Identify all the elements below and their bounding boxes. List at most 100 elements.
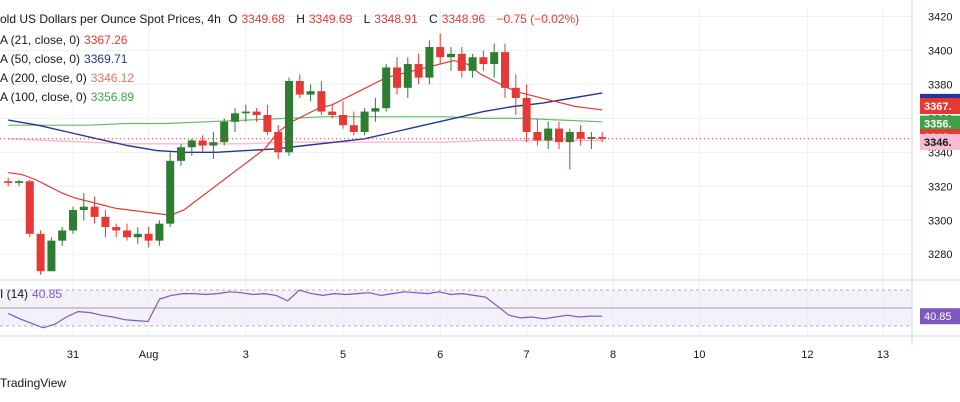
legend-ma100[interactable]: A (100, close, 0) 3356.89 <box>0 90 135 104</box>
candle <box>274 125 283 160</box>
high-value: H 3349.69 <box>296 12 353 26</box>
candle <box>4 177 13 187</box>
candle <box>166 152 175 228</box>
candle-body <box>231 113 239 122</box>
candle <box>393 57 401 95</box>
candle <box>252 108 261 122</box>
candle-body <box>393 67 401 88</box>
ma200-line <box>8 138 603 145</box>
candle <box>317 81 326 115</box>
candle-body <box>15 181 23 183</box>
candle-body <box>47 240 56 272</box>
candle <box>511 74 520 115</box>
x-tick-label: 12 <box>801 349 813 361</box>
candle-body <box>468 57 477 71</box>
candle-body <box>457 53 466 71</box>
candle-body <box>177 147 185 161</box>
candle <box>328 104 337 119</box>
candle <box>58 227 67 246</box>
candle <box>155 220 164 246</box>
candle-body <box>155 223 164 241</box>
y-tick-label: 3340 <box>928 147 952 159</box>
close-value: C 3348.96 <box>429 12 486 26</box>
candle <box>209 131 218 160</box>
x-tick-label: 13 <box>877 349 889 361</box>
candle-body <box>295 81 304 95</box>
candle <box>69 206 77 234</box>
candle-body <box>101 216 110 228</box>
open-value: O 3349.68 <box>228 12 285 26</box>
candle-body <box>144 233 153 241</box>
candle <box>123 223 131 241</box>
candle-body <box>123 230 131 238</box>
x-tick-label: 7 <box>524 349 530 361</box>
candle-body <box>576 131 585 139</box>
candle <box>220 118 229 146</box>
candle-body <box>490 52 499 65</box>
price-tag: 3356. <box>920 115 960 132</box>
candle <box>295 74 304 98</box>
candle-body <box>274 131 283 153</box>
candle-body <box>565 131 574 143</box>
x-tick-label: 6 <box>437 349 443 361</box>
candle <box>533 118 542 146</box>
candle <box>112 223 121 238</box>
candle-body <box>209 142 218 146</box>
candle <box>339 101 347 129</box>
candle <box>436 33 445 65</box>
tradingview-logo[interactable]: TradingView <box>0 376 67 390</box>
price-tag: 3346. <box>920 133 960 150</box>
symbol-title: old US Dollars per Ounce Spot Prices, 4h <box>0 12 221 26</box>
candle <box>241 104 250 122</box>
low-value: L 3348.91 <box>363 12 418 26</box>
change-value: −0.75 (−0.02%) <box>496 12 580 26</box>
x-tick-label: Aug <box>139 349 159 361</box>
candle <box>263 104 272 136</box>
candle <box>101 210 110 238</box>
candle-body <box>598 137 607 139</box>
candle <box>306 84 315 102</box>
candle <box>414 53 423 85</box>
rsi-legend[interactable]: I (14) 40.85 <box>0 287 63 301</box>
candle <box>79 193 88 221</box>
candle-body <box>133 233 142 238</box>
candle-body <box>220 121 229 143</box>
candle <box>15 179 23 187</box>
candle-body <box>349 125 358 132</box>
candle <box>565 128 574 170</box>
candle <box>447 47 455 71</box>
candle-body <box>339 114 347 126</box>
candle <box>457 47 466 78</box>
candle-body <box>90 206 99 217</box>
candle <box>598 131 607 143</box>
candle <box>25 179 34 238</box>
candle-body <box>522 98 531 132</box>
price-tag-label: 3356. <box>924 119 952 131</box>
price-tag-label: 3367. <box>924 101 952 113</box>
candle-body <box>241 111 250 114</box>
ma100-line <box>8 116 603 126</box>
candle <box>522 84 531 143</box>
candle <box>479 50 488 71</box>
candle-body <box>285 81 293 153</box>
legend-ma200[interactable]: A (200, close, 0) 3346.12 <box>0 71 135 85</box>
price-tag-box <box>920 98 960 115</box>
candle-body <box>4 181 13 183</box>
candle-body <box>36 233 45 272</box>
candle-body <box>328 111 337 115</box>
rsi-tag-label: 40.85 <box>924 311 952 323</box>
legend-ma50[interactable]: A (50, close, 0) 3369.71 <box>0 52 128 66</box>
candle <box>382 64 391 112</box>
candle-body <box>166 160 175 224</box>
x-tick-label: 3 <box>243 349 249 361</box>
x-tick-label: 31 <box>67 349 79 361</box>
candle-body <box>533 131 542 141</box>
candle <box>425 40 434 85</box>
candle-body <box>425 47 434 78</box>
candle-body <box>263 114 272 132</box>
candle <box>360 108 369 136</box>
candle <box>36 230 45 275</box>
candle-body <box>69 210 77 231</box>
legend-ma21[interactable]: A (21, close, 0) 3367.26 <box>0 33 128 47</box>
